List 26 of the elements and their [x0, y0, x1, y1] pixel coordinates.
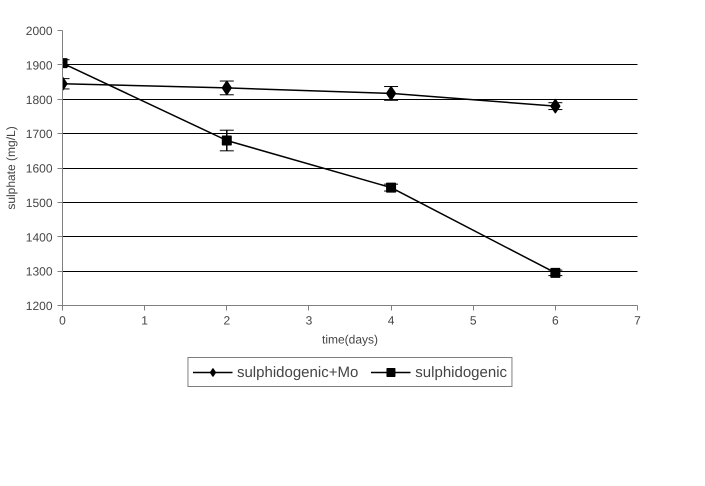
legend-label: sulphidogenic+Mo: [236, 364, 358, 380]
x-tick-label: 0: [59, 314, 66, 328]
x-tick-label: 5: [470, 314, 477, 328]
point: [550, 98, 561, 114]
y-axis-title: sulphate (mg/L): [4, 126, 18, 210]
legend-label: sulphidogenic: [415, 364, 508, 380]
x-tick-label: 3: [306, 314, 313, 328]
x-tick-label: 1: [141, 314, 148, 328]
y-tick-label: 1200: [26, 299, 53, 313]
y-tick-label: 1800: [26, 92, 53, 107]
y-tick-label: 1900: [26, 58, 53, 72]
x-tick-label: 2: [223, 314, 230, 328]
y-tick-label: 1300: [26, 264, 53, 279]
y-tick-label: 1700: [26, 127, 53, 142]
point: [550, 268, 560, 278]
y-tick-label: 1400: [26, 230, 53, 244]
point: [222, 136, 232, 146]
point: [386, 86, 396, 101]
y-tick-label: 2000: [26, 24, 53, 38]
point: [386, 182, 396, 193]
x-tick-label: 4: [388, 314, 395, 328]
y-tick-label: 1500: [26, 196, 53, 210]
x-tick-label: 6: [552, 314, 560, 328]
x-axis-title: time(days): [322, 332, 378, 346]
x-tick-label: 7: [634, 314, 642, 328]
y-tick-label: 1600: [26, 162, 53, 176]
